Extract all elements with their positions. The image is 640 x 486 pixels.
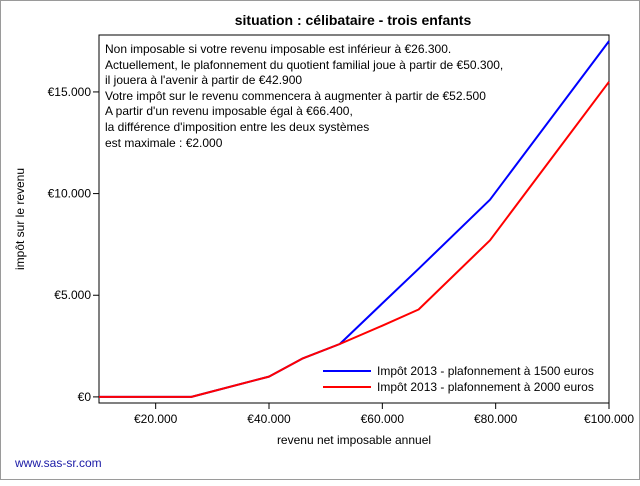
annotation-line: la différence d'imposition entre les deu…	[105, 120, 369, 134]
annotation-line: A partir d'un revenu imposable égal à €6…	[105, 104, 353, 118]
chart-title: situation : célibataire - trois enfants	[235, 12, 472, 28]
annotation-line: Actuellement, le plafonnement du quotien…	[105, 58, 503, 72]
y-tick-label: €5.000	[54, 288, 91, 302]
y-axis: €0 €5.000 €10.000 €15.000	[48, 85, 99, 404]
annotation-line: est maximale : €2.000	[105, 136, 223, 150]
annotation-line: il jouera à l'avenir à partir de €42.900	[105, 73, 302, 87]
y-tick-label: €10.000	[48, 187, 92, 201]
x-tick-label: €100.000	[584, 412, 634, 426]
x-axis-title: revenu net imposable annuel	[277, 433, 431, 447]
series-layer	[99, 40, 610, 398]
legend-label-2000: Impôt 2013 - plafonnement à 2000 euros	[377, 380, 594, 394]
x-axis: €20.000 €40.000 €60.000 €80.000 €100.000	[134, 403, 634, 426]
y-axis-title: impôt sur le revenu	[13, 168, 27, 270]
plot-area	[98, 34, 610, 404]
x-tick-label: €20.000	[134, 412, 178, 426]
x-tick-label: €40.000	[247, 412, 291, 426]
annotation-box: Non imposable si votre revenu imposable …	[105, 42, 503, 150]
annotation-line: Non imposable si votre revenu imposable …	[105, 42, 451, 56]
y-tick-label: €0	[78, 390, 92, 404]
legend: Impôt 2013 - plafonnement à 1500 euros I…	[323, 364, 594, 394]
x-tick-label: €60.000	[361, 412, 405, 426]
x-tick-label: €80.000	[474, 412, 518, 426]
legend-label-1500: Impôt 2013 - plafonnement à 1500 euros	[377, 364, 594, 378]
series-line-1	[99, 81, 610, 398]
footer-website-link[interactable]: www.sas-sr.com	[14, 456, 102, 470]
annotation-line: Votre impôt sur le revenu commencera à a…	[105, 89, 486, 103]
y-tick-label: €15.000	[48, 85, 92, 99]
